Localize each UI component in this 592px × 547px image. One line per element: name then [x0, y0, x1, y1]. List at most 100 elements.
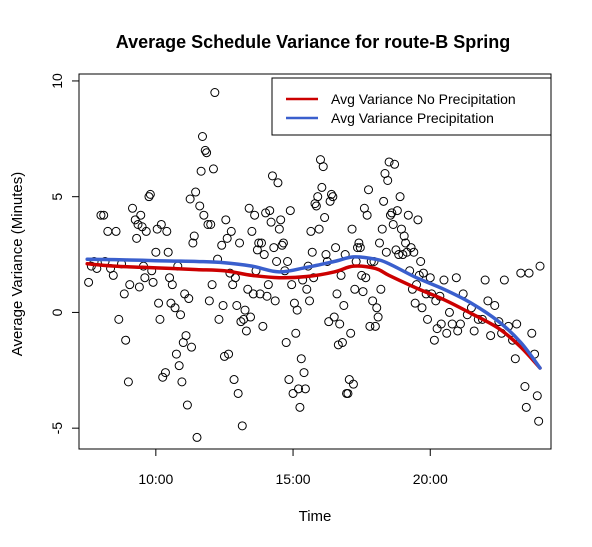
- x-tick-label: 15:00: [276, 471, 311, 487]
- y-tick-label: 10: [49, 73, 65, 89]
- data-point: [451, 273, 461, 283]
- data-point: [84, 277, 94, 287]
- data-point: [160, 368, 170, 378]
- data-point: [296, 354, 306, 364]
- data-point: [317, 182, 327, 192]
- data-point: [167, 280, 177, 290]
- data-point: [148, 277, 158, 287]
- data-point: [520, 382, 530, 391]
- data-point: [480, 275, 490, 285]
- data-point: [269, 243, 279, 253]
- data-point: [483, 296, 493, 306]
- data-point: [329, 312, 339, 322]
- data-point: [151, 247, 161, 257]
- data-point: [199, 210, 209, 220]
- data-point: [295, 402, 305, 412]
- data-point: [158, 372, 168, 382]
- data-point: [226, 226, 236, 236]
- data-point: [413, 215, 423, 225]
- data-point: [259, 250, 269, 260]
- data-point: [258, 321, 268, 331]
- data-point: [229, 375, 239, 385]
- data-point: [235, 238, 245, 248]
- data-point: [208, 164, 218, 174]
- data-point: [239, 314, 249, 324]
- data-point: [436, 319, 446, 329]
- data-point: [325, 196, 335, 206]
- data-point: [432, 324, 442, 334]
- data-point: [285, 206, 295, 216]
- data-point: [423, 314, 433, 324]
- data-point: [332, 289, 342, 299]
- data-point: [189, 231, 199, 241]
- data-point: [486, 331, 496, 341]
- data-point: [395, 192, 405, 202]
- data-point: [355, 243, 365, 253]
- data-point: [305, 296, 315, 306]
- data-point: [145, 189, 155, 199]
- data-point: [527, 328, 537, 338]
- data-point: [370, 321, 380, 331]
- data-point: [247, 226, 257, 236]
- data-point: [439, 275, 449, 285]
- data-point: [337, 338, 347, 348]
- x-tick-label: 20:00: [413, 471, 448, 487]
- data-point: [276, 215, 286, 225]
- data-point: [277, 240, 287, 250]
- data-point: [204, 296, 214, 306]
- data-point: [266, 217, 276, 227]
- data-point: [313, 192, 323, 202]
- data-point: [170, 303, 180, 313]
- data-point: [163, 247, 173, 257]
- data-point: [119, 289, 129, 299]
- legend-box: [271, 77, 552, 136]
- data-point: [299, 368, 309, 378]
- data-point: [321, 250, 331, 260]
- data-point: [197, 132, 207, 141]
- data-point: [166, 298, 176, 308]
- data-point: [136, 210, 146, 220]
- data-point: [394, 250, 404, 260]
- data-point: [387, 208, 397, 218]
- data-point: [302, 284, 312, 294]
- data-point: [307, 247, 317, 257]
- data-point: [246, 312, 256, 322]
- data-point: [255, 289, 265, 299]
- series-line-no-precipitation: [85, 262, 542, 370]
- data-point: [294, 384, 304, 394]
- data-point: [281, 338, 291, 348]
- data-point: [202, 148, 212, 158]
- data-point: [196, 166, 206, 176]
- scatter-points: [84, 88, 545, 442]
- data-point: [188, 238, 198, 248]
- data-point: [311, 201, 321, 211]
- data-point: [447, 319, 457, 329]
- data-point: [132, 233, 142, 243]
- data-point: [195, 201, 205, 211]
- data-point: [300, 384, 310, 394]
- data-point: [123, 377, 133, 387]
- data-point: [114, 314, 124, 324]
- data-point: [344, 375, 354, 385]
- data-point: [385, 210, 395, 220]
- data-point: [401, 238, 411, 248]
- legend-label-no-precipitation: Avg Variance No Precipitation: [331, 91, 516, 107]
- data-point: [416, 257, 426, 266]
- data-point: [383, 175, 393, 185]
- series-lines: [85, 255, 542, 370]
- data-point: [270, 296, 280, 306]
- data-point: [180, 289, 190, 299]
- data-point: [374, 238, 384, 248]
- data-point: [364, 185, 374, 195]
- data-point: [224, 349, 234, 359]
- data-point: [318, 162, 328, 172]
- data-point: [267, 171, 277, 181]
- data-point: [108, 270, 118, 280]
- data-point: [512, 319, 522, 329]
- data-point: [314, 224, 324, 234]
- data-point: [203, 219, 213, 229]
- data-point: [218, 300, 228, 310]
- data-point: [278, 238, 288, 248]
- data-point: [494, 317, 504, 327]
- data-point: [125, 280, 135, 290]
